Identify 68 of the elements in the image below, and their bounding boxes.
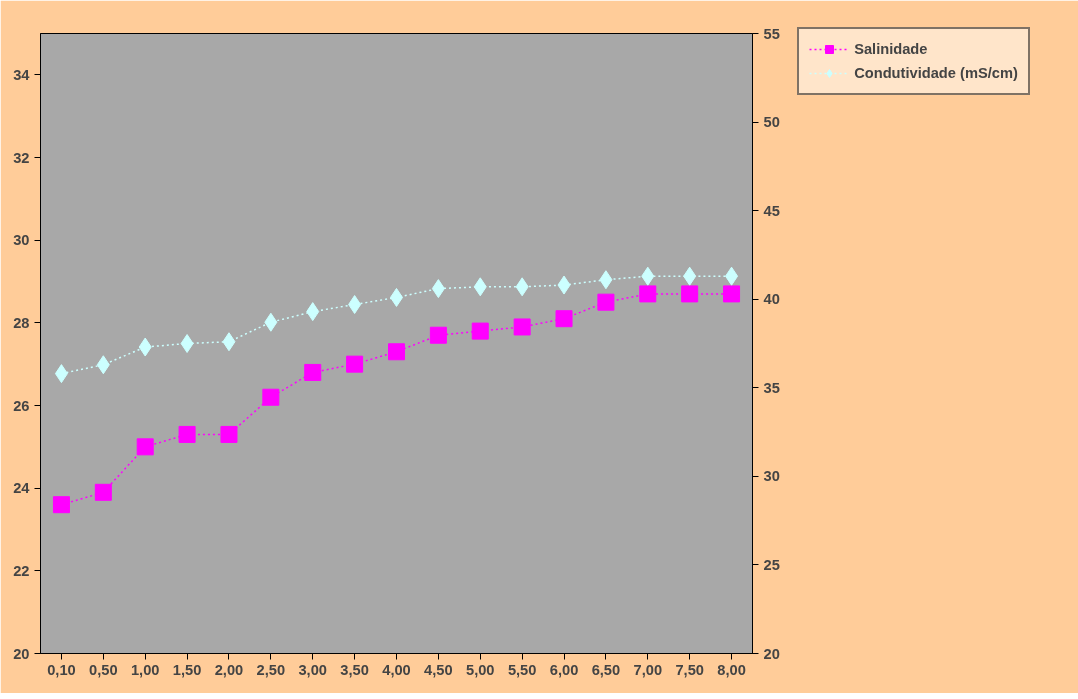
y2-tick-label: 25: [763, 556, 780, 573]
legend-label: Condutividade (mS/cm): [854, 65, 1018, 81]
point: [683, 266, 697, 286]
x-tick-label: 4,50: [424, 661, 453, 678]
point: [388, 343, 405, 361]
point: [178, 425, 196, 443]
point: [222, 332, 236, 352]
y-tick-label: 30: [13, 232, 30, 249]
point: [136, 438, 154, 456]
y-tick-label: 28: [13, 314, 30, 331]
x-tick-label: 1,50: [172, 661, 202, 678]
point: [723, 285, 741, 303]
point: [555, 310, 573, 328]
y2-tick-label: 55: [763, 25, 780, 42]
x-tick-label: 6,50: [591, 661, 621, 678]
point: [220, 425, 238, 443]
x-tick-label: 4,00: [382, 661, 411, 678]
y2-tick-label: 45: [763, 202, 780, 219]
point: [557, 275, 571, 295]
point: [180, 334, 194, 353]
y-tick-label: 32: [13, 149, 30, 166]
x-tick-label: 0,10: [47, 661, 76, 678]
y-tick-label: 20: [13, 645, 30, 662]
x-tick-label: 7,00: [633, 661, 663, 678]
point: [429, 326, 447, 344]
point: [264, 312, 278, 332]
y-tick-label: 34: [13, 66, 31, 83]
point: [473, 277, 487, 297]
point: [262, 388, 280, 406]
y2-tick-label: 50: [763, 114, 780, 131]
point: [306, 302, 320, 322]
point: [94, 483, 112, 501]
point: [54, 364, 68, 384]
x-tick-label: 3,50: [340, 661, 369, 678]
point: [725, 266, 739, 286]
y-tick-label: 22: [13, 562, 30, 579]
point: [304, 363, 322, 381]
y2-tick-label: 20: [763, 645, 780, 662]
point: [52, 496, 70, 514]
x-tick-label: 3,00: [298, 661, 327, 678]
point: [348, 295, 362, 315]
y-tick-label: 26: [13, 397, 30, 414]
legend-label: Salinidade: [854, 41, 928, 57]
point: [96, 355, 110, 375]
point: [346, 355, 364, 373]
point: [639, 285, 657, 303]
x-tick-label: 7,50: [675, 661, 704, 678]
y-tick-label: 24: [13, 480, 31, 497]
point: [513, 318, 531, 336]
x-tick-label: 6,00: [549, 661, 579, 678]
x-tick-label: 8,00: [717, 661, 746, 678]
x-tick-label: 2,00: [214, 661, 244, 678]
point: [431, 279, 445, 299]
point: [471, 322, 489, 340]
point: [599, 270, 613, 290]
point: [515, 277, 529, 297]
x-tick-label: 5,50: [507, 661, 537, 678]
y2-tick-label: 35: [763, 379, 780, 396]
point: [138, 337, 152, 357]
x-tick-label: 2,50: [256, 661, 286, 678]
y2-tick-label: 40: [763, 291, 780, 308]
point: [597, 293, 615, 311]
x-tick-label: 1,00: [130, 661, 160, 678]
point: [641, 266, 655, 286]
x-tick-label: 0,50: [89, 661, 118, 678]
x-tick-label: 5,00: [466, 661, 495, 678]
point: [681, 285, 699, 303]
y2-tick-label: 30: [763, 468, 780, 485]
